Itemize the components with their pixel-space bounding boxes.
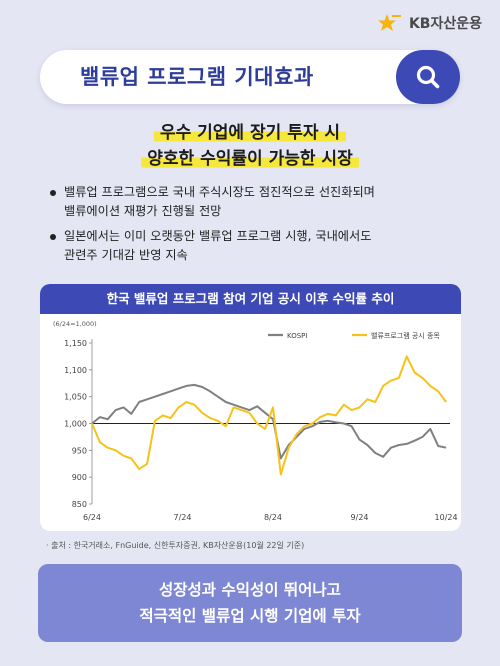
footer-line-1: 성장성과 수익성이 뛰어나고	[159, 581, 341, 599]
brand-logo: KB자산운용	[377, 13, 482, 33]
x-tick-label: 7/24	[173, 513, 191, 522]
search-icon	[416, 65, 440, 89]
legend-label: 밸류프로그램 공시 종목	[371, 331, 440, 340]
brand-name: KB자산운용	[408, 16, 482, 32]
y-tick-label: 900	[72, 473, 87, 482]
x-tick-label: 10/24	[435, 513, 458, 522]
headline-line-2: 양호한 수익률이 가능한 시장	[141, 149, 359, 169]
x-tick-label: 8/24	[264, 513, 282, 522]
unit-note: (6/24=1,000)	[53, 320, 97, 328]
x-tick-label: 6/24	[83, 513, 101, 522]
search-button[interactable]	[396, 50, 460, 104]
headline: 우수 기업에 장기 투자 시 양호한 수익률이 가능한 시장	[0, 120, 500, 172]
chart-title: 한국 밸류업 프로그램 참여 기업 공시 이후 수익률 추이	[40, 284, 461, 314]
series-line-1	[91, 355, 447, 476]
bullet-text: 밸류에이션 재평가 진행될 전망	[64, 204, 222, 218]
y-tick-label: 1,150	[64, 339, 87, 348]
search-bar[interactable]: 밸류업 프로그램 기대효과	[40, 50, 460, 104]
kb-star-icon	[377, 14, 401, 31]
line-chart: (6/24=1,000) 850 900 950 1,000 1,050 1,100 1,15…	[53, 320, 458, 522]
y-tick-label: 1,000	[64, 420, 87, 429]
chart-card: 한국 밸류업 프로그램 참여 기업 공시 이후 수익률 추이 (6/24=1,0…	[40, 284, 461, 531]
y-tick-label: 850	[72, 500, 87, 509]
bullet-text: 일본에서는 이미 오랫동안 밸류업 프로그램 시행, 국내에서도	[64, 229, 372, 243]
search-title: 밸류업 프로그램 기대효과	[80, 65, 314, 89]
footer-box: 성장성과 수익성이 뛰어나고 적극적인 밸류업 시행 기업에 투자	[38, 564, 462, 642]
legend-label: KOSPI	[287, 332, 307, 340]
bullet-text: 밸류업 프로그램으로 국내 주식시장도 점진적으로 선진화되며	[64, 185, 375, 199]
y-tick-label: 1,100	[64, 366, 87, 375]
source-note: · 출처 : 한국거래소, FnGuide, 신한투자증권, KB자산운용(10…	[46, 541, 305, 550]
headline-line-1: 우수 기업에 장기 투자 시	[153, 123, 347, 143]
bullet-item: 밸류업 프로그램으로 국내 주식시장도 점진적으로 선진화되며 밸류에이션 재평…	[50, 183, 460, 221]
bullet-text: 관련주 기대감 반영 지속	[64, 248, 188, 262]
y-tick-label: 1,050	[64, 393, 87, 402]
y-tick-label: 950	[72, 446, 87, 455]
footer-line-2: 적극적인 밸류업 시행 기업에 투자	[139, 607, 361, 625]
bullet-list: 밸류업 프로그램으로 국내 주식시장도 점진적으로 선진화되며 밸류에이션 재평…	[50, 183, 460, 271]
series-line-0	[91, 383, 447, 460]
x-tick-label: 9/24	[351, 513, 369, 522]
bullet-item: 일본에서는 이미 오랫동안 밸류업 프로그램 시행, 국내에서도 관련주 기대감…	[50, 227, 460, 265]
